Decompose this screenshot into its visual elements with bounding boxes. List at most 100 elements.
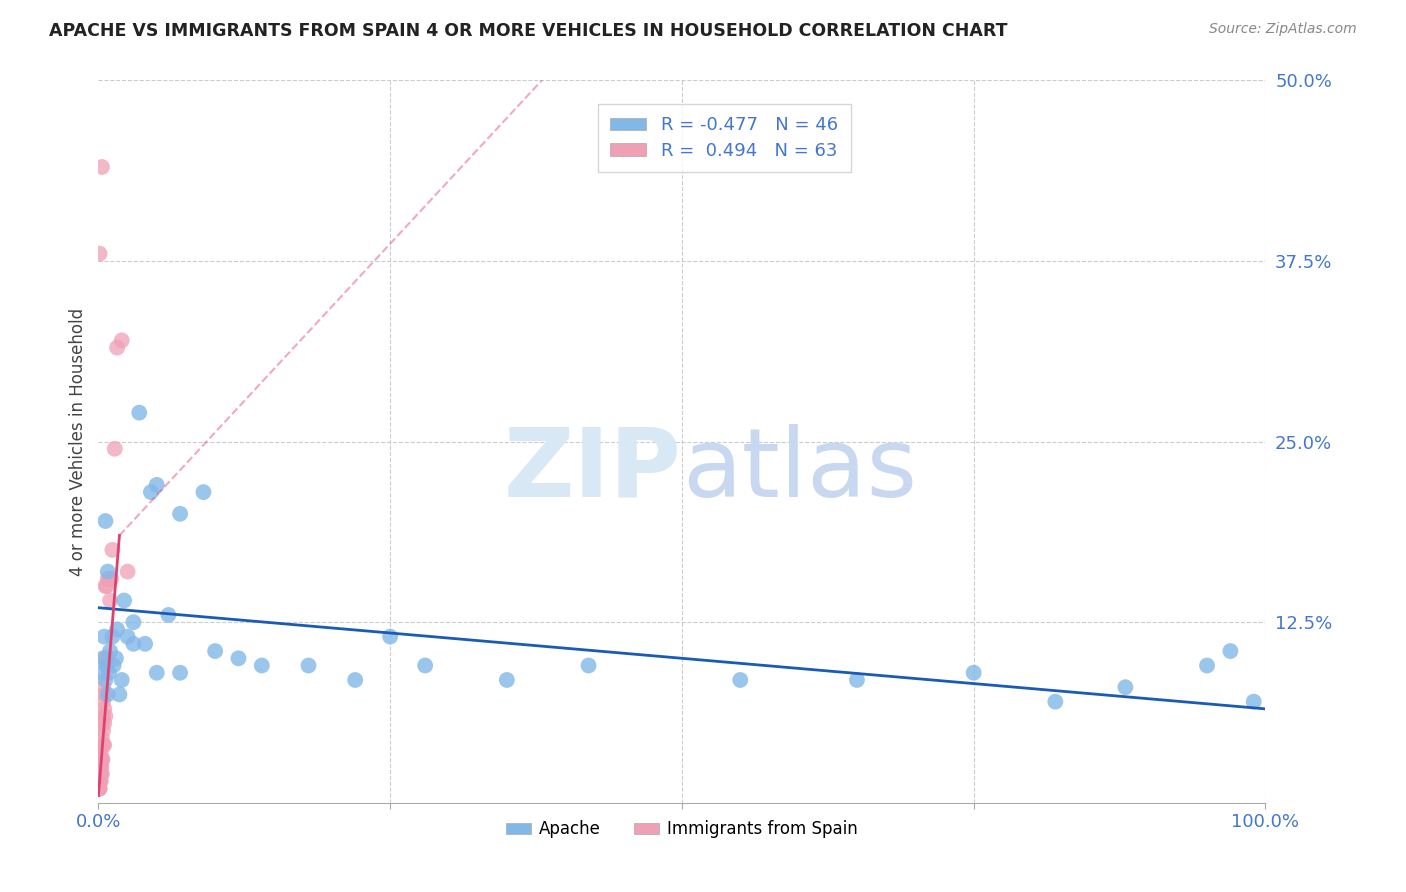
Point	[87, 781, 110, 796]
Text: atlas: atlas	[682, 424, 917, 517]
Point	[90, 716, 112, 731]
Point	[93, 702, 115, 716]
Point	[90, 767, 112, 781]
Point	[93, 716, 115, 731]
Point	[103, 658, 125, 673]
Point	[111, 334, 134, 348]
Point	[90, 160, 112, 174]
Point	[122, 637, 145, 651]
Point	[89, 767, 111, 781]
Point	[104, 651, 127, 665]
Point	[91, 651, 114, 665]
Point	[169, 665, 191, 680]
Point	[297, 658, 319, 673]
Point	[97, 665, 120, 680]
Point	[87, 781, 110, 796]
Point	[93, 630, 115, 644]
Point	[169, 507, 191, 521]
Point	[89, 767, 111, 781]
Point	[89, 774, 111, 789]
Point	[730, 673, 752, 687]
Point	[90, 774, 112, 789]
Point	[89, 760, 111, 774]
Point	[94, 673, 117, 687]
Point	[89, 781, 111, 796]
Point	[97, 572, 120, 586]
Point	[89, 781, 111, 796]
Point	[117, 565, 139, 579]
Point	[157, 607, 180, 622]
Point	[89, 767, 111, 781]
Point	[89, 760, 111, 774]
Point	[250, 658, 273, 673]
Point	[91, 695, 114, 709]
Text: APACHE VS IMMIGRANTS FROM SPAIN 4 OR MORE VEHICLES IN HOUSEHOLD CORRELATION CHAR: APACHE VS IMMIGRANTS FROM SPAIN 4 OR MOR…	[49, 22, 1008, 40]
Point	[87, 781, 110, 796]
Point	[111, 673, 134, 687]
Point	[89, 774, 111, 789]
Point	[89, 774, 111, 789]
Point	[134, 637, 156, 651]
Point	[90, 745, 112, 759]
Point	[104, 442, 127, 456]
Point	[91, 680, 114, 694]
Point	[94, 709, 117, 723]
Point	[1114, 680, 1136, 694]
Point	[94, 514, 117, 528]
Point	[90, 767, 112, 781]
Point	[89, 246, 111, 260]
Point	[89, 767, 111, 781]
Point	[96, 658, 118, 673]
Point	[578, 658, 600, 673]
Point	[87, 781, 110, 796]
Point	[90, 767, 112, 781]
Point	[89, 767, 111, 781]
Point	[98, 644, 121, 658]
Point	[90, 752, 112, 766]
Point	[89, 767, 111, 781]
Point	[962, 665, 984, 680]
Point	[96, 658, 118, 673]
Point	[193, 485, 215, 500]
Point	[90, 752, 112, 766]
Point	[97, 651, 120, 665]
Point	[112, 593, 135, 607]
Point	[108, 687, 131, 701]
Point	[146, 665, 169, 680]
Point	[87, 781, 110, 796]
Point	[1045, 695, 1067, 709]
Point	[97, 572, 120, 586]
Point	[90, 731, 112, 745]
Point	[228, 651, 250, 665]
Point	[105, 623, 128, 637]
Point	[105, 341, 128, 355]
Point	[90, 665, 112, 680]
Point	[101, 542, 124, 557]
Point	[1243, 695, 1265, 709]
Text: ZIP: ZIP	[503, 424, 682, 517]
Point	[139, 485, 162, 500]
Point	[93, 738, 115, 752]
Point	[204, 644, 226, 658]
Point	[94, 579, 117, 593]
Point	[94, 651, 117, 665]
Point	[89, 774, 111, 789]
Point	[146, 478, 169, 492]
Point	[89, 781, 111, 796]
Point	[91, 723, 114, 738]
Point	[380, 630, 402, 644]
Text: Source: ZipAtlas.com: Source: ZipAtlas.com	[1209, 22, 1357, 37]
Point	[496, 673, 519, 687]
Point	[101, 630, 124, 644]
Point	[91, 709, 114, 723]
Point	[90, 760, 112, 774]
Point	[846, 673, 869, 687]
Point	[90, 738, 112, 752]
Point	[117, 630, 139, 644]
Point	[91, 752, 114, 766]
Point	[93, 687, 115, 701]
Point	[413, 658, 436, 673]
Point	[89, 774, 111, 789]
Point	[97, 687, 120, 701]
Point	[128, 406, 150, 420]
